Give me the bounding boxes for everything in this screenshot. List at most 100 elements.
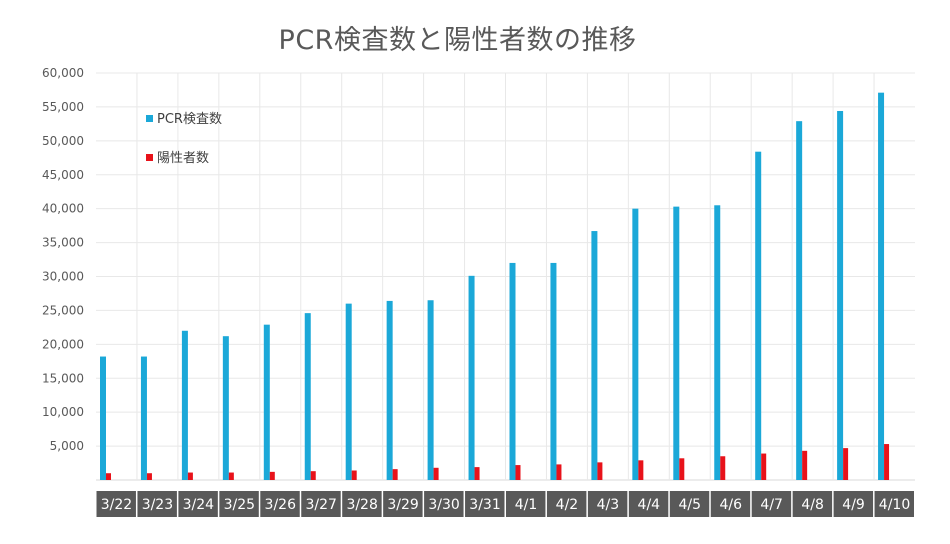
x-tick-label: 3/26 bbox=[265, 497, 297, 513]
x-category-cell bbox=[628, 491, 669, 517]
x-category-cell bbox=[260, 491, 300, 517]
legend-label: 陽性者数 bbox=[157, 151, 209, 166]
x-category-cell bbox=[219, 491, 259, 517]
y-tick-label: 40,000 bbox=[42, 202, 84, 216]
bars bbox=[100, 92, 890, 481]
y-tick-label: 10,000 bbox=[42, 405, 84, 419]
x-tick-label: 3/31 bbox=[469, 497, 500, 513]
y-tick-label: 45,000 bbox=[42, 168, 84, 182]
x-category-cell bbox=[710, 491, 751, 517]
bar-positive-cases bbox=[106, 473, 111, 480]
bar-positive-cases bbox=[597, 462, 603, 480]
y-tick-label: 60,000 bbox=[42, 66, 84, 80]
bar-positive-cases bbox=[351, 470, 357, 480]
x-tick-label: 3/28 bbox=[346, 497, 377, 513]
x-category-cell bbox=[342, 491, 382, 517]
bar-pcr-tests bbox=[427, 300, 434, 480]
x-tick-label: 3/29 bbox=[387, 497, 418, 513]
x-tick-label: 3/27 bbox=[305, 497, 336, 513]
x-category-cell bbox=[669, 491, 710, 517]
bar-pcr-tests bbox=[468, 275, 475, 480]
bar-positive-cases bbox=[146, 473, 152, 480]
x-category-cell bbox=[96, 491, 136, 517]
chart-title: PCR検査数と陽性者数の推移 bbox=[278, 25, 637, 56]
x-tick-label: 3/30 bbox=[428, 497, 459, 513]
bar-positive-cases bbox=[269, 471, 275, 480]
bar-pcr-tests bbox=[837, 110, 844, 480]
x-category-cell bbox=[424, 491, 464, 517]
bar-pcr-tests bbox=[181, 330, 188, 480]
x-tick-label: 4/6 bbox=[719, 497, 742, 513]
x-tick-label: 4/2 bbox=[556, 497, 579, 513]
bar-positive-cases bbox=[228, 472, 234, 480]
bar-positive-cases bbox=[433, 467, 439, 480]
x-category-cell bbox=[874, 491, 914, 517]
gridlines bbox=[96, 72, 915, 481]
bar-pcr-tests bbox=[632, 208, 639, 480]
bar-positive-cases bbox=[474, 467, 480, 480]
bar-positive-cases bbox=[679, 458, 685, 480]
bar-positive-cases bbox=[843, 448, 849, 480]
x-tick-label: 3/23 bbox=[142, 497, 173, 513]
bar-pcr-tests bbox=[714, 205, 721, 480]
x-category-cell bbox=[383, 491, 423, 517]
bar-positive-cases bbox=[884, 444, 890, 480]
y-tick-label: 50,000 bbox=[42, 134, 84, 148]
bar-pcr-tests bbox=[673, 206, 680, 481]
x-tick-label: 3/24 bbox=[183, 497, 215, 513]
x-category-cell bbox=[792, 491, 833, 517]
x-category-cell bbox=[546, 491, 587, 517]
y-tick-label: 5,000 bbox=[50, 439, 84, 453]
x-tick-label: 4/4 bbox=[638, 497, 661, 513]
bar-positive-cases bbox=[802, 450, 808, 480]
y-tick-label: 20,000 bbox=[42, 337, 84, 351]
bar-pcr-tests bbox=[263, 324, 270, 480]
bar-pcr-tests bbox=[345, 303, 352, 480]
bar-pcr-tests bbox=[304, 313, 311, 480]
bar-pcr-tests bbox=[509, 262, 516, 480]
x-tick-label: 4/7 bbox=[760, 497, 783, 513]
y-tick-label: 15,000 bbox=[42, 371, 84, 385]
x-tick-label: 4/10 bbox=[879, 497, 910, 513]
x-tick-label: 4/5 bbox=[679, 497, 702, 513]
bar-pcr-tests bbox=[591, 231, 598, 480]
x-category-cell bbox=[506, 491, 546, 517]
bar-positive-cases bbox=[638, 460, 644, 480]
y-tick-label: 25,000 bbox=[42, 303, 84, 317]
x-category-cell bbox=[465, 491, 505, 517]
x-tick-label: 4/3 bbox=[597, 497, 620, 513]
legend-swatch bbox=[146, 115, 153, 122]
bar-positive-cases bbox=[556, 464, 562, 480]
x-tick-label: 4/1 bbox=[515, 497, 538, 513]
bar-pcr-tests bbox=[222, 336, 229, 480]
y-axis-tick-labels: 5,000 10,000 15,000 20,000 25,000 30,000 35,00… bbox=[42, 66, 84, 453]
bar-positive-cases bbox=[720, 456, 726, 480]
x-category-cell bbox=[178, 491, 218, 517]
bar-positive-cases bbox=[310, 471, 316, 480]
x-tick-label: 4/9 bbox=[842, 497, 865, 513]
bar-pcr-tests bbox=[796, 121, 803, 480]
bar-positive-cases bbox=[515, 465, 521, 480]
legend-swatch bbox=[146, 154, 153, 161]
bar-pcr-tests bbox=[100, 356, 106, 480]
bar-pcr-tests bbox=[550, 262, 557, 480]
bar-positive-cases bbox=[187, 472, 193, 480]
x-category-cell bbox=[301, 491, 341, 517]
y-tick-label: 30,000 bbox=[42, 270, 84, 284]
x-tick-label: 4/8 bbox=[801, 497, 824, 513]
bar-pcr-tests bbox=[755, 151, 762, 481]
bar-pcr-tests bbox=[140, 356, 147, 480]
bar-pcr-tests bbox=[386, 300, 393, 480]
x-category-cell bbox=[587, 491, 628, 517]
bar-pcr-tests bbox=[878, 92, 885, 481]
y-tick-label: 35,000 bbox=[42, 236, 84, 250]
x-category-cell bbox=[833, 491, 874, 517]
x-tick-label: 3/25 bbox=[224, 497, 255, 513]
legend-label: PCR検査数 bbox=[157, 112, 222, 127]
x-axis-category-band: 3/22 3/23 3/24 3/25 3/26 3/27 3/28 3/29 3/30 3/31… bbox=[96, 491, 914, 517]
bar-positive-cases bbox=[761, 453, 767, 480]
x-category-cell bbox=[137, 491, 177, 517]
x-category-cell bbox=[751, 491, 792, 517]
